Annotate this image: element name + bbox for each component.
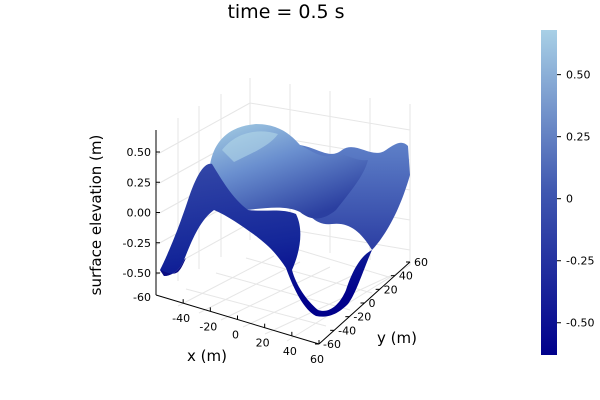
- colorbar-tick-label: 0: [566, 193, 573, 206]
- chart-title: time = 0.5 s: [227, 1, 344, 23]
- z-ticks: -0.50 -0.25 0.00 0.25 0.50 -60: [123, 146, 160, 304]
- x-tick-label: 0: [232, 329, 239, 342]
- y-tick-label: 60: [414, 256, 428, 269]
- x-tick-label: 20: [256, 337, 270, 350]
- y-tick-label: -40: [338, 324, 356, 337]
- y-axis-label: y (m): [377, 329, 417, 347]
- x-tick-label: -20: [199, 320, 217, 333]
- x-tick-label-start: -60: [133, 291, 151, 304]
- colorbar-tick-label: -0.25: [566, 255, 594, 268]
- colorbar-tick-label: 0.50: [566, 69, 591, 82]
- x-tick-label: 40: [283, 345, 297, 358]
- colorbar-tick-label: 0.25: [566, 131, 591, 144]
- x-axis-label: x (m): [187, 347, 227, 365]
- y-tick-label: -20: [353, 311, 371, 324]
- colorbar-tick-label: -0.50: [566, 317, 594, 330]
- y-tick-label: 40: [399, 270, 413, 283]
- surface-highlight: [222, 131, 278, 162]
- surface-plot: [160, 124, 410, 317]
- z-tick-label: -0.50: [123, 267, 151, 280]
- colorbar: [541, 30, 557, 355]
- surface-left-lip: [160, 258, 186, 276]
- z-tick-label: 0.50: [127, 146, 152, 159]
- y-tick-label: 0: [369, 297, 376, 310]
- y-tick-label: 20: [384, 283, 398, 296]
- z-tick-label: 0.25: [127, 176, 152, 189]
- surface-trough-face: [160, 163, 372, 317]
- x-ticks: -40 -20 0 20 40 60: [172, 299, 324, 366]
- z-axis-label: surface elevation (m): [87, 135, 105, 296]
- y-tick-label: -60: [323, 338, 341, 351]
- colorbar-ticks: -0.50 -0.25 0 0.25 0.50: [557, 69, 594, 330]
- x-tick-label: -40: [172, 312, 190, 325]
- z-tick-label: -0.25: [123, 237, 151, 250]
- x-tick-label: 60: [310, 353, 324, 366]
- z-tick-label: 0.00: [127, 207, 152, 220]
